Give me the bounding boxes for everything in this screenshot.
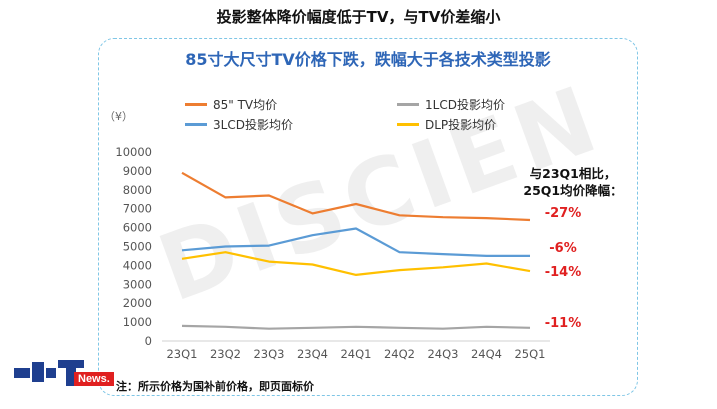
legend-label: 85" TV均价 [213,98,278,112]
footnote: 注：所示价格为国补前价格，即页面标价 [116,380,314,393]
annotation-header: 与23Q1相比，25Q1均价降幅： [523,166,623,198]
y-tick-label: 7000 [123,202,152,216]
page-headline: 投影整体降价幅度低于TV，与TV价差缩小 [216,8,501,26]
legend-swatch [185,123,207,126]
y-tick-label: 8000 [123,183,152,197]
x-tick-label: 24Q4 [471,347,502,361]
y-tick-label: 0 [145,334,152,348]
x-tick-label: 24Q2 [384,347,415,361]
x-tick-label: 24Q1 [340,347,371,361]
legend-item-dlp: DLP投影均价 [397,116,496,133]
series-line [181,171,531,222]
x-tick-label: 23Q3 [253,347,284,361]
y-tick-label: 5000 [123,240,152,254]
legend-label: DLP投影均价 [425,118,497,132]
legend-swatch [397,123,419,126]
legend-item-1lcd: 1LCD投影均价 [397,96,505,113]
x-tick-label: 23Q2 [210,347,241,361]
y-tick-label: 6000 [123,221,152,235]
legend-swatch [185,103,207,106]
y-tick-label: 1000 [123,315,152,329]
chart-card [98,38,638,396]
y-tick-label: 10000 [115,145,152,159]
chart-legend: 85" TV均价 1LCD投影均价 3LCD投影均价 DLP投影均价 [185,96,565,132]
annotation-1lcd: -11% [544,316,582,331]
y-tick-label: 9000 [123,164,152,178]
y-tick-label: 4000 [123,258,152,272]
annotation-dlp: -14% [544,265,582,280]
series-line [181,227,530,257]
legend-item-3lcd: 3LCD投影均价 [185,116,293,133]
series-line [181,324,531,330]
legend-label: 3LCD投影均价 [213,118,293,132]
annotation-tv: -27% [544,206,582,221]
y-tick-label: 3000 [123,277,152,291]
x-tick-label: 25Q1 [514,347,545,361]
y-unit-label: （¥） [104,110,133,123]
y-tick-label: 2000 [123,296,152,310]
annotation-3lcd: -6% [549,241,577,256]
x-tick-label: 23Q4 [297,347,328,361]
logo-text: News. [74,372,114,386]
x-tick-label: 23Q1 [166,347,197,361]
chart-title: 85寸大尺寸TV价格下跌，跌幅大于各技术类型投影 [185,50,551,69]
legend-item-tv: 85" TV均价 [185,96,277,113]
legend-swatch [397,103,419,106]
series-line [181,251,531,276]
legend-label: 1LCD投影均价 [425,98,505,112]
x-tick-label: 24Q3 [427,347,458,361]
news-logo: News. [14,358,114,392]
